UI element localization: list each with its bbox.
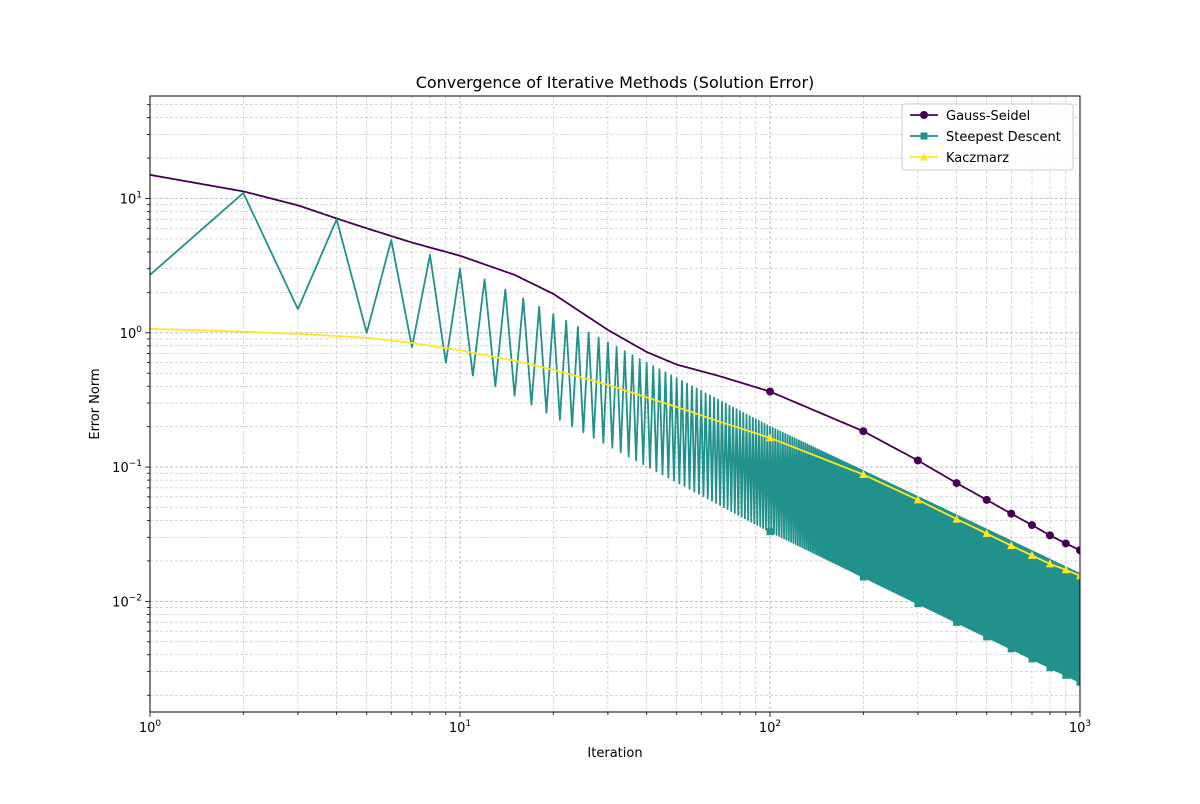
- legend-marker: [920, 152, 928, 161]
- data-point: [1007, 541, 1016, 550]
- x-tick-label: 103: [1069, 719, 1091, 736]
- series-steepest-descent: [150, 192, 1080, 686]
- data-point: [766, 387, 774, 396]
- x-tick-label: 101: [449, 719, 471, 736]
- data-point: [859, 427, 868, 436]
- data-point: [982, 529, 991, 538]
- data-point: [953, 618, 961, 626]
- legend-marker: [920, 132, 928, 140]
- series-line: [150, 192, 1080, 684]
- data-point: [1061, 565, 1070, 574]
- data-point: [952, 479, 961, 488]
- data-point: [1007, 645, 1015, 653]
- data-point: [1076, 678, 1080, 686]
- axis-ticks: 100 101 102 103 10−2 10−1 100 101: [112, 104, 1091, 736]
- data-point: [1027, 521, 1036, 530]
- data-point: [1046, 664, 1054, 672]
- y-tick-label: 101: [120, 191, 142, 208]
- data-point: [1045, 559, 1054, 568]
- data-point: [952, 514, 961, 523]
- x-axis-label: Iteration: [587, 746, 642, 761]
- data-point: [766, 433, 774, 442]
- data-point: [766, 528, 774, 536]
- data-point: [1045, 531, 1054, 540]
- legend: Gauss-Seidel Steepest Descent Kaczmarz: [901, 103, 1074, 171]
- legend-marker: [920, 111, 928, 119]
- chart-title: Convergence of Iterative Methods (Soluti…: [416, 73, 815, 92]
- plot-area: [150, 173, 1080, 686]
- data-point: [859, 470, 868, 479]
- data-point: [982, 495, 991, 504]
- y-axis-label: Error Norm: [88, 368, 103, 439]
- data-point: [1027, 550, 1036, 559]
- data-point: [859, 573, 867, 581]
- x-tick-label: 102: [759, 719, 781, 736]
- legend-label: Steepest Descent: [946, 130, 1061, 145]
- data-point: [1028, 655, 1036, 663]
- data-point: [1007, 509, 1016, 518]
- legend-label: Gauss-Seidel: [946, 109, 1030, 124]
- data-point: [1076, 546, 1080, 555]
- series-line: [150, 173, 1080, 552]
- data-point: [1062, 671, 1070, 679]
- series-line: [150, 327, 1080, 577]
- grid: [149, 96, 1080, 712]
- series-kaczmarz: [150, 327, 1080, 580]
- data-point: [914, 600, 922, 608]
- data-point: [913, 456, 922, 465]
- series-gauss-seidel: [150, 173, 1080, 555]
- y-tick-label: 100: [120, 325, 143, 342]
- legend-label: Kaczmarz: [946, 151, 1009, 166]
- x-tick-label: 100: [139, 719, 162, 736]
- data-point: [1076, 571, 1080, 580]
- legend-box: [901, 103, 1074, 171]
- data-point: [1061, 539, 1070, 548]
- y-tick-label: 10−1: [112, 459, 142, 476]
- y-tick-label: 10−2: [112, 593, 142, 610]
- axes-frame: [149, 95, 1081, 713]
- data-point: [983, 633, 991, 641]
- data-point: [913, 495, 922, 504]
